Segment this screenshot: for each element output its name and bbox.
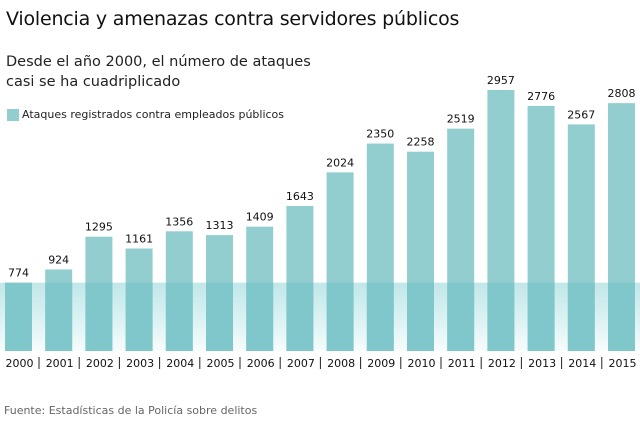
- chart-title: Violencia y amenazas contra servidores p…: [6, 8, 460, 30]
- bar-band-overlay-2010: [407, 282, 434, 351]
- x-tick-label-2002: 2002: [86, 357, 114, 370]
- bar-band-overlay-2011: [447, 282, 475, 351]
- data-label-2000: 774: [8, 267, 29, 280]
- legend-label: Ataques registrados contra empleados púb…: [22, 108, 285, 121]
- data-label-2005: 1313: [206, 219, 234, 232]
- data-label-2011: 2519: [447, 113, 475, 126]
- bar-band-overlay-2002: [85, 282, 113, 351]
- x-tick-label-2014: 2014: [568, 357, 596, 370]
- data-label-2008: 2024: [326, 156, 354, 169]
- data-label-2004: 1356: [165, 215, 193, 228]
- x-tick-label-2013: 2013: [528, 357, 556, 370]
- data-label-2010: 2258: [407, 136, 435, 149]
- bar-band-overlay-2013: [527, 282, 555, 351]
- x-tick-label-2003: 2003: [126, 357, 154, 370]
- bar-band-overlay-2001: [45, 282, 73, 351]
- bar-band-overlay-2006: [246, 282, 274, 351]
- legend-swatch: [7, 108, 19, 121]
- x-tick-label-2007: 2007: [287, 357, 315, 370]
- x-tick-label-2004: 2004: [166, 357, 194, 370]
- data-label-2006: 1409: [246, 211, 274, 224]
- x-tick-label-2009: 2009: [367, 357, 395, 370]
- data-label-2015: 2808: [608, 87, 636, 100]
- x-tick-label-2000: 2000: [6, 357, 34, 370]
- bar-band-overlay-2005: [206, 282, 233, 351]
- data-label-2001: 924: [48, 253, 69, 266]
- bar-band-overlay-2009: [366, 282, 394, 351]
- bar-band-overlay-2015: [608, 282, 635, 351]
- data-label-2002: 1295: [85, 221, 113, 234]
- data-label-2003: 1161: [125, 233, 153, 246]
- bar-band-overlay-2003: [125, 282, 153, 351]
- subtitle-line-2: casi se ha cuadriplicado: [6, 74, 181, 90]
- data-label-2013: 2776: [527, 90, 555, 103]
- chart-subtitle: Desde el año 2000, el número de ataques …: [6, 52, 366, 92]
- subtitle-line-1: Desde el año 2000, el número de ataques: [6, 54, 311, 70]
- x-tick-label-2008: 2008: [327, 357, 355, 370]
- x-tick-label-2011: 2011: [448, 357, 476, 370]
- bar-band-overlay-2000: [5, 282, 32, 351]
- x-tick-label-2006: 2006: [247, 357, 275, 370]
- data-label-2012: 2957: [487, 74, 515, 87]
- x-tick-label-2012: 2012: [488, 357, 516, 370]
- x-tick-label-2005: 2005: [207, 357, 235, 370]
- x-tick-label-2001: 2001: [46, 357, 74, 370]
- source-note: Fuente: Estadísticas de la Policía sobre…: [4, 404, 258, 417]
- data-label-2007: 1643: [286, 190, 314, 203]
- bar-band-overlay-2008: [326, 282, 354, 351]
- chart-legend: Ataques registrados contra empleados púb…: [7, 108, 284, 121]
- bar-band-overlay-2007: [286, 282, 314, 351]
- data-label-2014: 2567: [567, 108, 595, 121]
- bar-band-overlay-2004: [165, 282, 193, 351]
- x-tick-label-2010: 2010: [408, 357, 436, 370]
- x-tick-label-2015: 2015: [609, 357, 637, 370]
- data-label-2009: 2350: [366, 128, 394, 141]
- bar-band-overlay-2014: [567, 282, 595, 351]
- bar-band-overlay-2012: [487, 282, 515, 351]
